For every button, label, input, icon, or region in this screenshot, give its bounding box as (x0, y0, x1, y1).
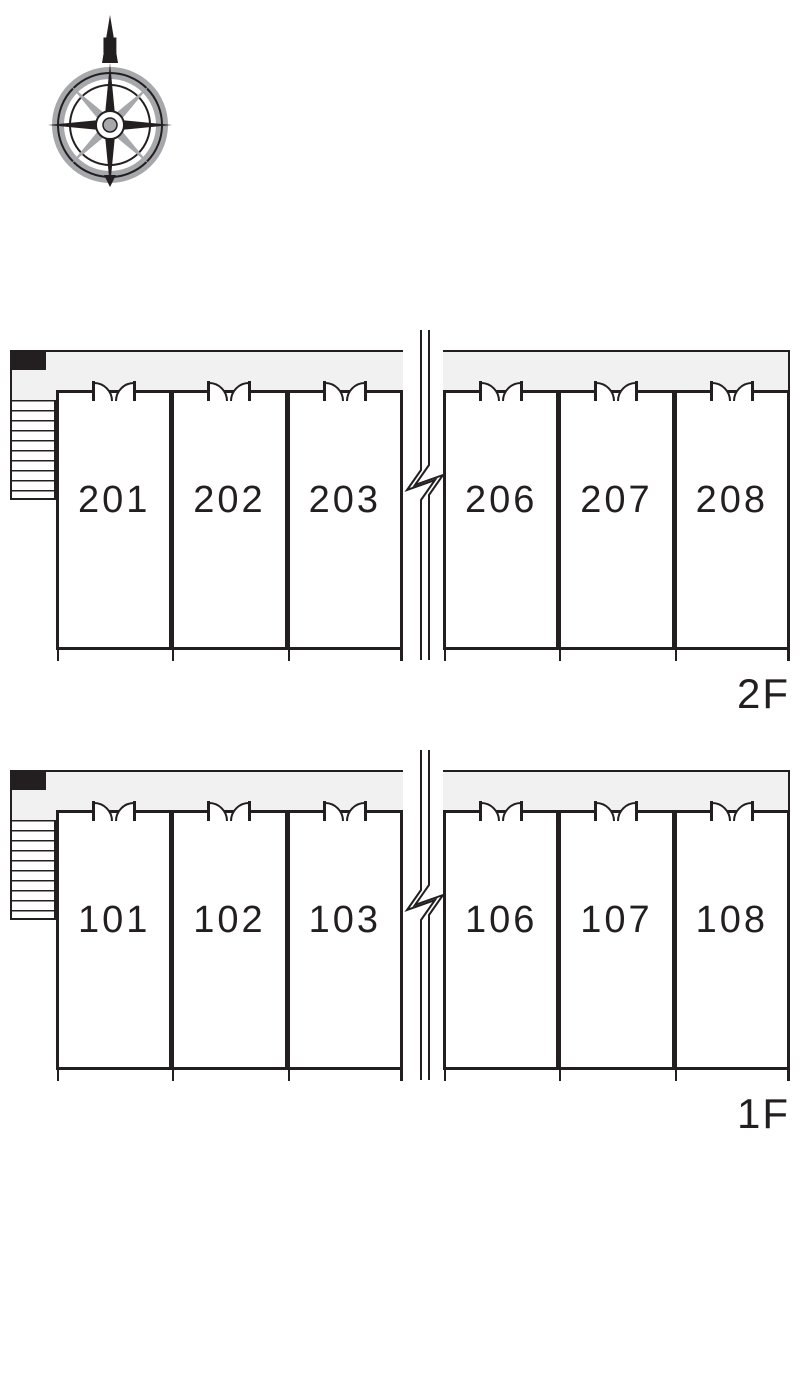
unit-label: 108 (696, 899, 768, 942)
unit-label: 203 (309, 479, 381, 522)
unit-label: 103 (309, 899, 381, 942)
unit-label: 107 (580, 899, 652, 942)
floor-label: 2F (737, 670, 790, 718)
units-left: 101 102 103 (56, 810, 403, 1070)
unit-label: 206 (465, 479, 537, 522)
floorplan-canvas: N (0, 0, 800, 1373)
unit-106: 106 (443, 810, 559, 1070)
stairs (10, 400, 56, 500)
units-left: 201 202 203 (56, 390, 403, 650)
floor-1f: 101 102 103 106 107 108 (10, 770, 790, 1110)
section-break-icon (403, 750, 443, 1080)
unit-101: 101 (56, 810, 172, 1070)
unit-label: 102 (193, 899, 265, 942)
compass-rose: N (30, 15, 190, 215)
unit-label: 202 (193, 479, 265, 522)
stairs (10, 820, 56, 920)
unit-203: 203 (288, 390, 403, 650)
corridor-pillar (12, 772, 46, 790)
units-right: 106 107 108 (443, 810, 790, 1070)
floor-2f: 201 202 203 206 207 208 (10, 350, 790, 690)
unit-label: 201 (78, 479, 150, 522)
unit-label: 101 (78, 899, 150, 942)
compass-n-label: N (102, 33, 118, 58)
unit-202: 202 (172, 390, 287, 650)
section-break-icon (403, 330, 443, 660)
floor-label: 1F (737, 1090, 790, 1138)
units-right: 206 207 208 (443, 390, 790, 650)
unit-201: 201 (56, 390, 172, 650)
unit-label: 207 (580, 479, 652, 522)
unit-103: 103 (288, 810, 403, 1070)
unit-208: 208 (675, 390, 790, 650)
unit-206: 206 (443, 390, 559, 650)
unit-107: 107 (559, 810, 674, 1070)
unit-207: 207 (559, 390, 674, 650)
unit-label: 106 (465, 899, 537, 942)
unit-108: 108 (675, 810, 790, 1070)
corridor-pillar (12, 352, 46, 370)
unit-label: 208 (696, 479, 768, 522)
unit-102: 102 (172, 810, 287, 1070)
